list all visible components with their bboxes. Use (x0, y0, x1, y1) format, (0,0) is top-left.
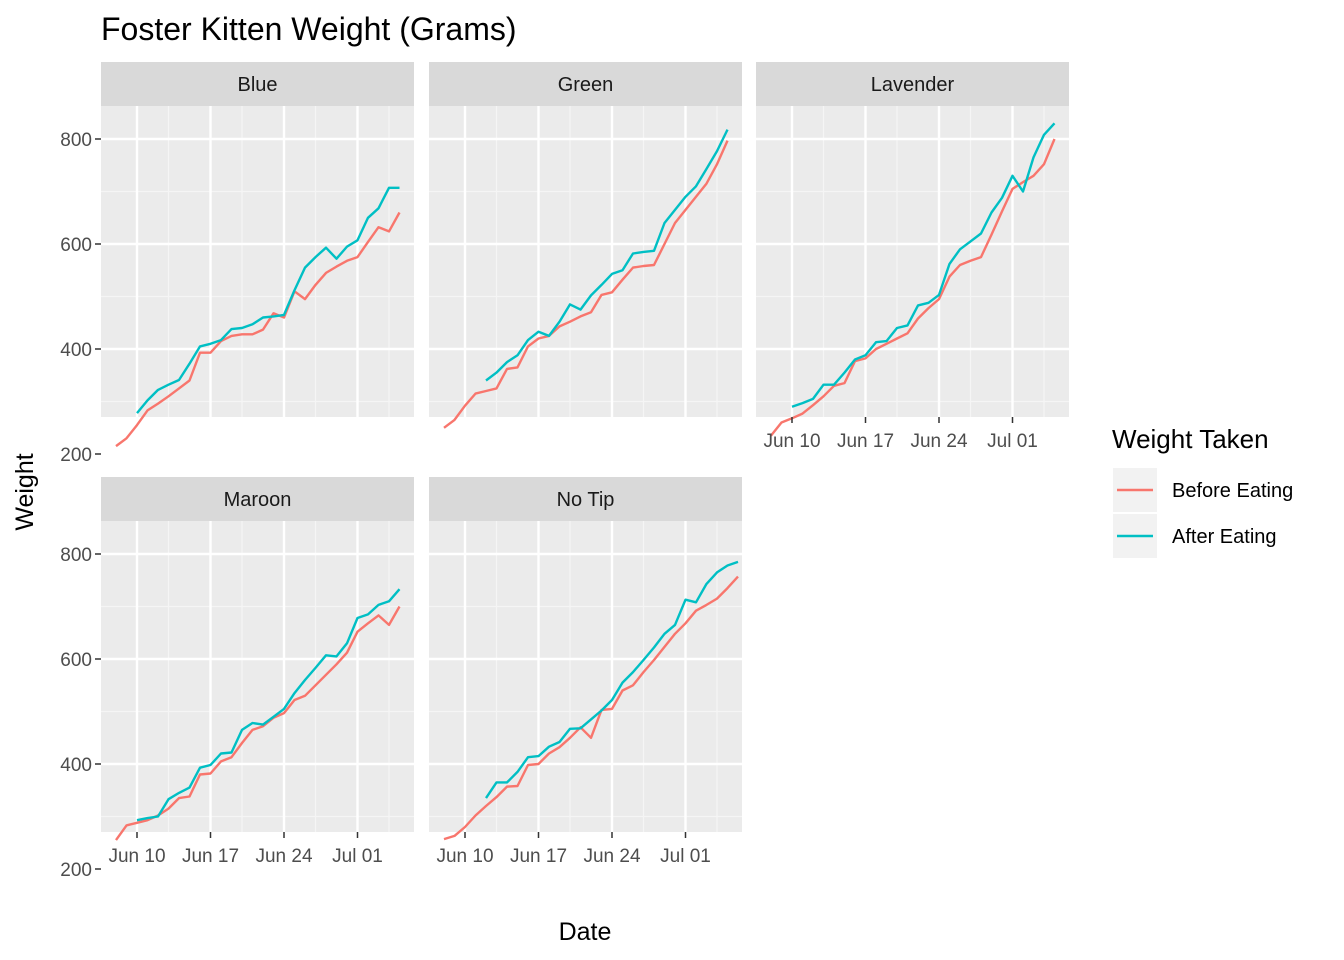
y-tick-label: 800 (60, 545, 92, 566)
facet-strip (756, 62, 1069, 106)
y-tick-label: 600 (60, 235, 92, 256)
series-line-before-eating (443, 140, 729, 429)
facet-strip-label: Lavender (871, 74, 955, 96)
y-tick-label: 400 (60, 755, 92, 776)
series-line-after-eating (791, 122, 1056, 408)
legend-label: After Eating (1172, 526, 1277, 548)
facet-strip (101, 62, 414, 106)
x-tick-label: Jun 24 (910, 431, 967, 452)
plot-background (101, 521, 414, 832)
y-tick-label: 600 (60, 650, 92, 671)
x-tick-label: Jun 24 (255, 846, 312, 867)
x-tick-label: Jun 24 (583, 846, 640, 867)
series-line-after-eating (136, 186, 400, 414)
facet-blue: Blue (101, 62, 414, 456)
y-tick-label: 800 (60, 130, 92, 151)
legend: Weight Taken Before Eating After Eating (1112, 424, 1293, 558)
facet-strip-label: No Tip (557, 489, 615, 511)
x-tick-label: Jun 17 (182, 846, 239, 867)
x-tick-label: Jun 17 (837, 431, 894, 452)
y-axis-title: Weight (11, 453, 39, 530)
series-line-before-eating (115, 605, 401, 841)
y-tick-label: 200 (60, 860, 92, 881)
facet-no-tip: No Tip (429, 477, 742, 871)
facet-strip (429, 477, 742, 521)
plot-background (756, 106, 1069, 417)
legend-item-before-eating: Before Eating (1113, 468, 1293, 512)
legend-item-after-eating: After Eating (1113, 514, 1277, 558)
facet-strip-label: Maroon (224, 489, 292, 511)
facet-green: Green (429, 62, 742, 456)
series-line-before-eating (443, 575, 739, 841)
facet-lavender: Lavender (756, 62, 1069, 456)
facet-panels: Blue Green Lavender Maroon No Tip (101, 62, 1069, 871)
facet-strip-label: Green (558, 74, 614, 96)
x-tick-label: Jul 01 (987, 431, 1038, 452)
facet-strip-label: Blue (237, 74, 277, 96)
x-tick-label: Jul 01 (332, 846, 383, 867)
legend-label: Before Eating (1172, 480, 1293, 502)
x-tick-label: Jun 10 (108, 846, 165, 867)
legend-title: Weight Taken (1112, 424, 1269, 454)
facet-maroon: Maroon (101, 477, 414, 871)
plot-background (429, 521, 742, 832)
plot-background (429, 106, 742, 417)
x-tick-label: Jun 17 (510, 846, 567, 867)
chart-title: Foster Kitten Weight (Grams) (101, 11, 517, 47)
series-line-after-eating (485, 560, 739, 799)
x-tick-label: Jun 10 (763, 431, 820, 452)
series-line-after-eating (136, 588, 401, 822)
series-line-before-eating (115, 211, 401, 448)
y-tick-label: 200 (60, 445, 92, 466)
x-axis-title: Date (559, 918, 612, 946)
plot-background (101, 106, 414, 417)
facet-strip (101, 477, 414, 521)
facet-strip (429, 62, 742, 106)
y-tick-label: 400 (60, 340, 92, 361)
series-line-after-eating (485, 129, 729, 382)
x-tick-label: Jul 01 (660, 846, 711, 867)
x-axes: Jun 10 Jun 17 Jun 24 Jul 01 Jun 10 Jun 17 Jun … (108, 417, 1038, 867)
series-line-before-eating (770, 138, 1056, 437)
x-tick-label: Jun 10 (436, 846, 493, 867)
y-axes: 200 400 600 800 200 400 600 800 (60, 130, 101, 881)
